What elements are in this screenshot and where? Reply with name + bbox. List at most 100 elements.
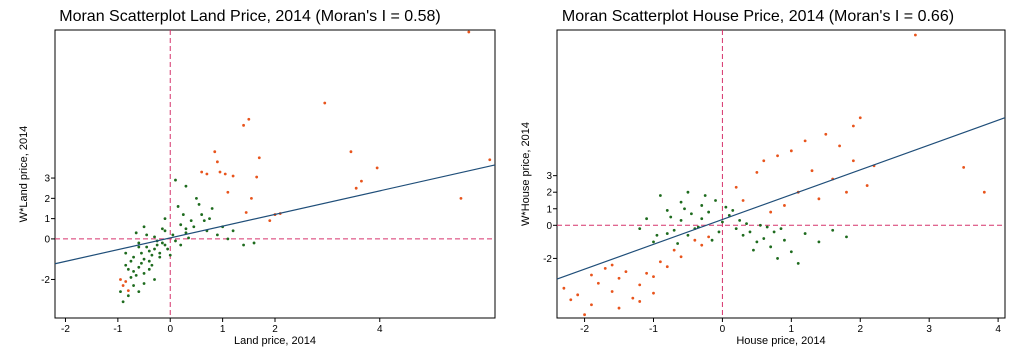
- y-tick-label: 2: [44, 194, 50, 205]
- x-tick-label: 4: [995, 324, 1001, 335]
- data-point-outlier: [693, 238, 697, 242]
- y-tick-label: 1: [546, 204, 552, 215]
- y-tick-label: 1: [44, 214, 50, 225]
- x-tick-label: 4: [377, 324, 383, 335]
- data-point-outlier: [360, 179, 363, 183]
- data-point: [184, 231, 188, 235]
- data-point: [158, 251, 162, 255]
- data-point: [703, 194, 707, 197]
- data-point: [796, 261, 800, 265]
- chart-title: Moran Scatterplot House Price, 2014 (Mor…: [561, 8, 955, 25]
- data-point: [765, 225, 769, 229]
- data-point: [731, 209, 735, 212]
- data-point-outlier: [255, 175, 259, 179]
- plot-area: [54, 29, 496, 319]
- data-point-outlier: [638, 283, 642, 287]
- data-point: [752, 248, 755, 252]
- data-point: [174, 239, 177, 243]
- data-point-outlier: [323, 101, 327, 105]
- data-point-outlier: [213, 150, 217, 154]
- data-point-outlier: [851, 159, 855, 163]
- y-tick-label: 3: [44, 174, 50, 185]
- data-point-outlier: [803, 139, 807, 143]
- data-point-outlier: [645, 271, 648, 275]
- data-point: [721, 220, 724, 224]
- data-point: [252, 241, 256, 245]
- data-point: [137, 265, 141, 269]
- data-point: [679, 200, 683, 204]
- data-point-outlier: [354, 186, 358, 190]
- data-point: [192, 225, 196, 229]
- data-point: [748, 230, 752, 234]
- data-point-outlier: [865, 184, 869, 187]
- x-tick-label: 2: [857, 324, 863, 335]
- data-point: [738, 218, 742, 222]
- data-point: [741, 233, 745, 237]
- data-point-outlier: [124, 280, 128, 283]
- data-point: [776, 257, 779, 260]
- data-point: [160, 227, 164, 231]
- data-point: [142, 225, 146, 229]
- x-tick-label: -2: [61, 324, 70, 335]
- data-point: [140, 261, 143, 265]
- data-point-outlier: [672, 248, 676, 252]
- data-point: [665, 232, 669, 235]
- data-point: [700, 204, 704, 207]
- x-tick-label: -2: [580, 324, 589, 335]
- data-point: [124, 263, 128, 267]
- data-point: [179, 243, 183, 247]
- data-point-outlier: [375, 166, 379, 170]
- data-point: [758, 223, 762, 227]
- data-point: [153, 247, 156, 251]
- y-tick-label: -2: [543, 254, 552, 265]
- data-point: [231, 229, 235, 233]
- data-point: [155, 243, 159, 247]
- data-point-outlier: [700, 243, 704, 247]
- data-point: [179, 223, 183, 227]
- data-point-outlier: [734, 185, 738, 189]
- x-tick-label: -1: [113, 324, 122, 335]
- y-tick-label: -2: [41, 275, 50, 286]
- data-point: [762, 237, 766, 240]
- data-point: [142, 257, 146, 261]
- data-point-outlier: [205, 172, 209, 176]
- data-point: [187, 236, 190, 240]
- data-point: [817, 240, 821, 244]
- data-point: [845, 235, 848, 239]
- data-point-outlier: [223, 172, 227, 176]
- data-point-outlier: [569, 298, 573, 302]
- data-point-outlier: [665, 265, 669, 269]
- data-point-outlier: [231, 174, 235, 178]
- data-point-outlier: [858, 116, 862, 120]
- data-point: [145, 233, 149, 237]
- data-point-outlier: [226, 190, 230, 194]
- y-axis-title: W*House price, 2014: [520, 122, 532, 226]
- data-point-outlier: [215, 160, 219, 164]
- data-point: [184, 227, 188, 231]
- data-point: [645, 217, 648, 221]
- data-point-outlier: [810, 169, 814, 173]
- data-point: [686, 233, 690, 237]
- data-point-outlier: [817, 197, 821, 201]
- data-point-outlier: [824, 132, 828, 136]
- data-point: [166, 247, 170, 251]
- data-point: [714, 199, 717, 202]
- data-point: [140, 251, 143, 255]
- data-point: [226, 237, 230, 241]
- x-tick-label: 2: [272, 324, 278, 335]
- data-point: [171, 233, 175, 237]
- data-point-outlier: [590, 303, 593, 307]
- data-point-outlier: [755, 170, 759, 174]
- data-point: [803, 232, 807, 235]
- data-point: [208, 217, 211, 221]
- data-point: [121, 300, 125, 304]
- scatterplot-land-price: -2 -1 0 1 2 4 3 2 1 0 -2 Land price, 2014 W*Land pri…: [18, 29, 496, 347]
- y-axis-title: W*Land price, 2014: [18, 126, 30, 223]
- data-point: [779, 227, 783, 231]
- data-point: [686, 190, 690, 194]
- data-point-outlier: [257, 156, 261, 160]
- data-point-outlier: [218, 170, 222, 174]
- data-point: [134, 274, 138, 277]
- data-point: [658, 194, 662, 197]
- data-point-outlier: [624, 270, 628, 274]
